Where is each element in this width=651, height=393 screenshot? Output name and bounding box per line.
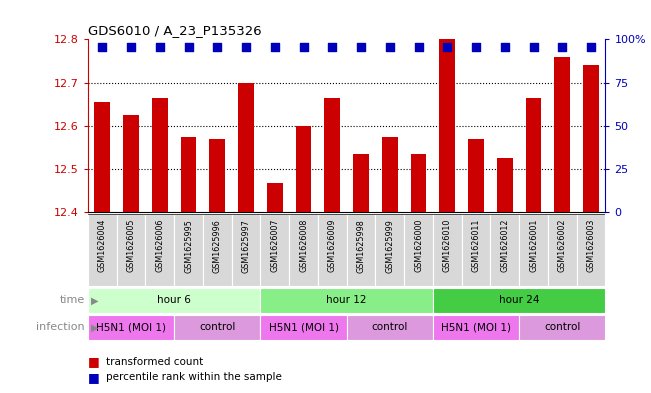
Point [557, 44, 568, 50]
Point [184, 44, 194, 50]
Point [241, 44, 251, 50]
Bar [260, 315, 346, 340]
Point [212, 44, 223, 50]
Text: GSM1626012: GSM1626012 [501, 219, 509, 272]
Bar [88, 214, 117, 286]
Bar [577, 214, 605, 286]
Bar [123, 115, 139, 212]
Text: hour 24: hour 24 [499, 295, 540, 305]
Text: GSM1625995: GSM1625995 [184, 219, 193, 273]
Bar [433, 288, 605, 313]
Text: ■: ■ [88, 355, 100, 368]
Bar [145, 214, 174, 286]
Text: GSM1626007: GSM1626007 [270, 219, 279, 272]
Point [529, 44, 539, 50]
Bar [462, 214, 490, 286]
Text: GSM1625997: GSM1625997 [242, 219, 251, 273]
Text: control: control [544, 322, 581, 332]
Text: GSM1625996: GSM1625996 [213, 219, 222, 273]
Bar [583, 65, 599, 212]
Text: ▶: ▶ [91, 322, 99, 332]
Text: GSM1626005: GSM1626005 [126, 219, 135, 272]
Point [298, 44, 309, 50]
Bar [555, 57, 570, 212]
Text: GSM1626002: GSM1626002 [558, 219, 567, 272]
Text: hour 12: hour 12 [326, 295, 367, 305]
Bar [94, 102, 110, 212]
Text: transformed count: transformed count [106, 356, 203, 367]
Bar [411, 154, 426, 212]
Point [327, 44, 337, 50]
Bar [88, 288, 260, 313]
Point [356, 44, 367, 50]
Bar [346, 214, 376, 286]
Bar [439, 39, 455, 212]
Text: H5N1 (MOI 1): H5N1 (MOI 1) [441, 322, 511, 332]
Bar [174, 315, 260, 340]
Point [499, 44, 510, 50]
Text: control: control [199, 322, 236, 332]
Bar [468, 139, 484, 212]
Text: GDS6010 / A_23_P135326: GDS6010 / A_23_P135326 [88, 24, 262, 37]
Text: ■: ■ [88, 371, 100, 384]
Text: ▶: ▶ [91, 295, 99, 305]
Text: control: control [372, 322, 408, 332]
Text: hour 6: hour 6 [157, 295, 191, 305]
Bar [210, 139, 225, 212]
Bar [232, 214, 260, 286]
Bar [346, 315, 433, 340]
Bar [404, 214, 433, 286]
Text: GSM1625998: GSM1625998 [357, 219, 365, 273]
Point [442, 44, 452, 50]
Text: H5N1 (MOI 1): H5N1 (MOI 1) [96, 322, 166, 332]
Point [385, 44, 395, 50]
Bar [519, 214, 548, 286]
Text: GSM1626011: GSM1626011 [471, 219, 480, 272]
Bar [433, 214, 462, 286]
Bar [289, 214, 318, 286]
Point [586, 44, 596, 50]
Point [126, 44, 136, 50]
Point [97, 44, 107, 50]
Bar [260, 288, 433, 313]
Bar [174, 214, 203, 286]
Text: GSM1626008: GSM1626008 [299, 219, 308, 272]
Bar [382, 136, 398, 212]
Bar [296, 126, 311, 212]
Text: infection: infection [36, 322, 85, 332]
Point [413, 44, 424, 50]
Bar [152, 97, 168, 212]
Point [270, 44, 280, 50]
Point [154, 44, 165, 50]
Text: H5N1 (MOI 1): H5N1 (MOI 1) [268, 322, 339, 332]
Bar [318, 214, 346, 286]
Bar [260, 214, 289, 286]
Text: GSM1626009: GSM1626009 [328, 219, 337, 272]
Text: percentile rank within the sample: percentile rank within the sample [106, 372, 282, 382]
Text: GSM1626010: GSM1626010 [443, 219, 452, 272]
Text: GSM1626006: GSM1626006 [156, 219, 164, 272]
Bar [548, 214, 577, 286]
Bar [88, 315, 174, 340]
Bar [490, 214, 519, 286]
Bar [353, 154, 369, 212]
Bar [376, 214, 404, 286]
Text: time: time [59, 295, 85, 305]
Text: GSM1626000: GSM1626000 [414, 219, 423, 272]
Bar [433, 315, 519, 340]
Text: GSM1625999: GSM1625999 [385, 219, 395, 273]
Bar [497, 158, 513, 212]
Text: GSM1626003: GSM1626003 [587, 219, 596, 272]
Bar [203, 214, 232, 286]
Bar [324, 97, 340, 212]
Bar [267, 183, 283, 212]
Text: GSM1626004: GSM1626004 [98, 219, 107, 272]
Bar [117, 214, 145, 286]
Bar [180, 136, 197, 212]
Bar [238, 83, 254, 212]
Bar [519, 315, 605, 340]
Point [471, 44, 481, 50]
Text: GSM1626001: GSM1626001 [529, 219, 538, 272]
Bar [525, 97, 542, 212]
